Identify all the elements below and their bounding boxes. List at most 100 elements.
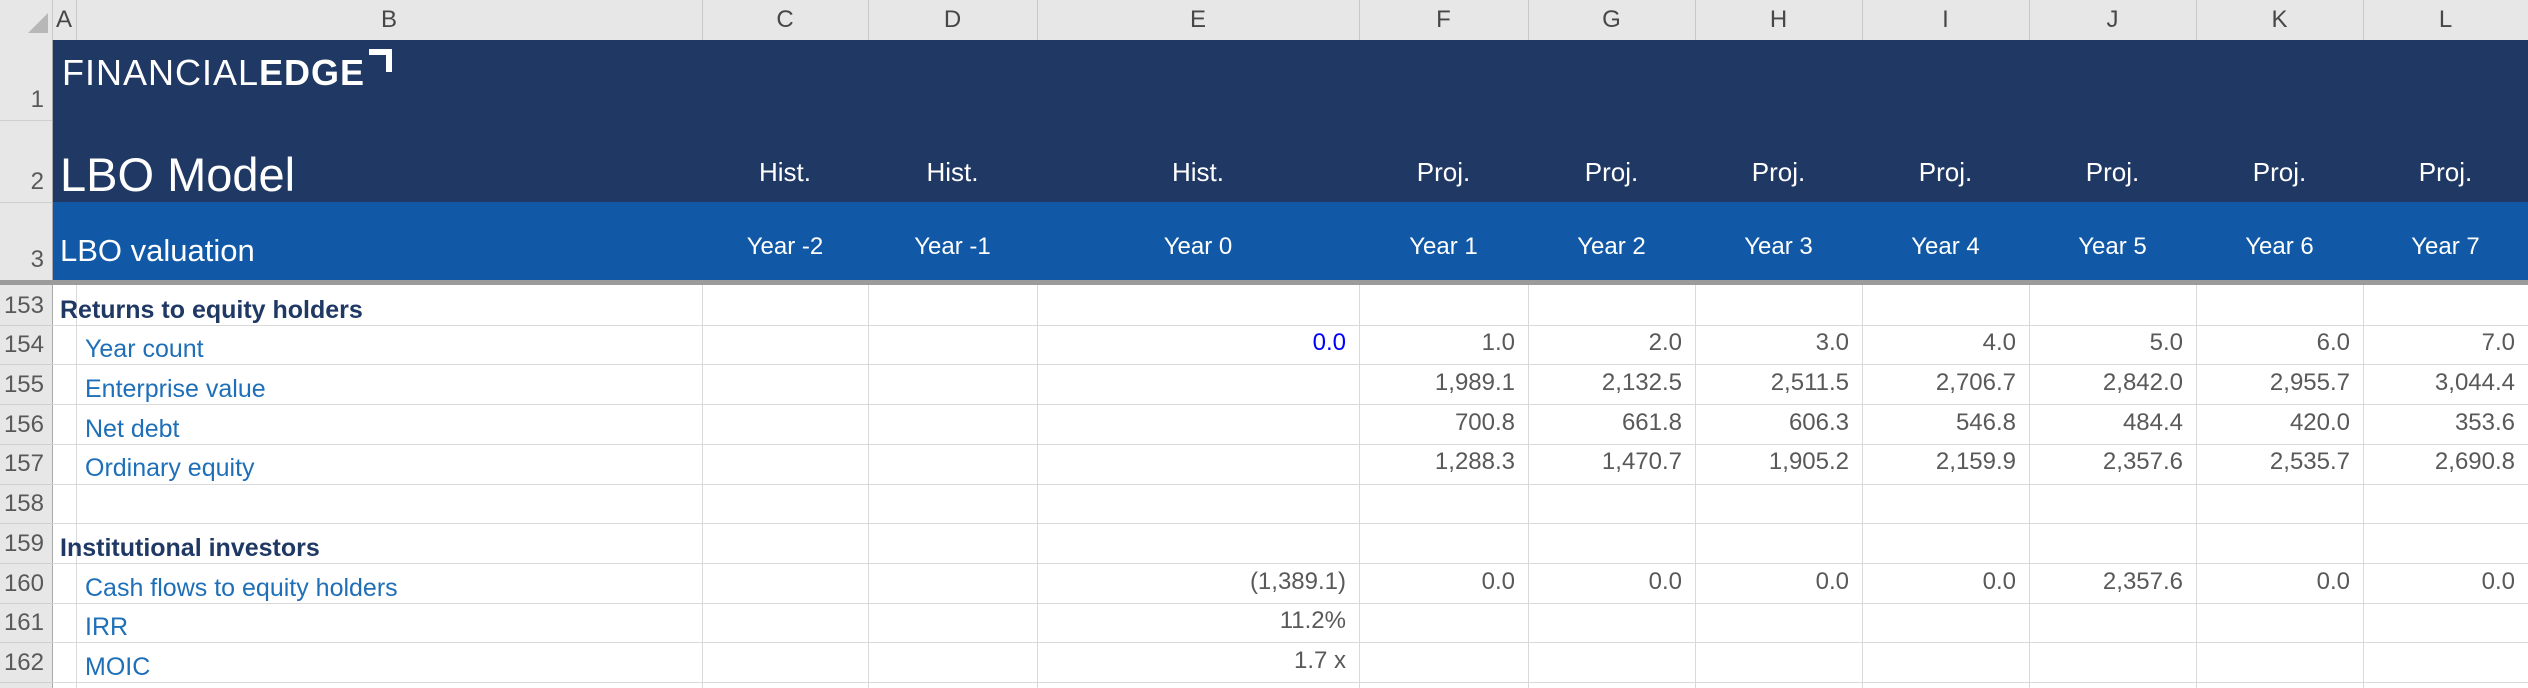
row-label-157[interactable]: Ordinary equity (85, 444, 255, 491)
period-type-I[interactable]: Proj. (1862, 120, 2029, 202)
cell-J155[interactable]: 2,842.0 (2029, 364, 2196, 404)
column-header-B[interactable]: B (76, 0, 702, 40)
period-year-G[interactable]: Year 2 (1528, 202, 1695, 280)
row-number-153[interactable]: 153 (0, 285, 50, 325)
cell-K157[interactable]: 2,535.7 (2196, 444, 2363, 484)
period-year-I[interactable]: Year 4 (1862, 202, 2029, 280)
cell-E161[interactable]: 11.2% (1037, 603, 1359, 643)
cell-I155[interactable]: 2,706.7 (1862, 364, 2029, 404)
cell-K155[interactable]: 2,955.7 (2196, 364, 2363, 404)
cell-J156[interactable]: 484.4 (2029, 404, 2196, 444)
column-header-separator (868, 0, 869, 40)
gridline-v (702, 285, 703, 688)
period-type-K[interactable]: Proj. (2196, 120, 2363, 202)
logo-text-thin: FINANCIAL (62, 52, 259, 94)
select-all-corner[interactable] (28, 13, 48, 33)
row-label-160[interactable]: Cash flows to equity holders (85, 563, 398, 610)
period-year-H[interactable]: Year 3 (1695, 202, 1862, 280)
row-label-162[interactable]: MOIC (85, 642, 150, 688)
row-number-154[interactable]: 154 (0, 325, 50, 365)
model-title-cell[interactable]: LBO Model (60, 120, 295, 210)
cell-I157[interactable]: 2,159.9 (1862, 444, 2029, 484)
cell-G156[interactable]: 661.8 (1528, 404, 1695, 444)
cell-F155[interactable]: 1,989.1 (1359, 364, 1528, 404)
period-year-J[interactable]: Year 5 (2029, 202, 2196, 280)
period-type-H[interactable]: Proj. (1695, 120, 1862, 202)
cell-J154[interactable]: 5.0 (2029, 325, 2196, 365)
cell-K154[interactable]: 6.0 (2196, 325, 2363, 365)
cell-F160[interactable]: 0.0 (1359, 563, 1528, 603)
cell-J157[interactable]: 2,357.6 (2029, 444, 2196, 484)
row-number-160[interactable]: 160 (0, 563, 50, 603)
cell-E154[interactable]: 0.0 (1037, 325, 1359, 365)
cell-K156[interactable]: 420.0 (2196, 404, 2363, 444)
column-header-J[interactable]: J (2029, 0, 2196, 40)
cell-H157[interactable]: 1,905.2 (1695, 444, 1862, 484)
period-year-E[interactable]: Year 0 (1037, 202, 1359, 280)
period-year-L[interactable]: Year 7 (2363, 202, 2528, 280)
period-year-D[interactable]: Year -1 (868, 202, 1037, 280)
period-type-F[interactable]: Proj. (1359, 120, 1528, 202)
column-header-A[interactable]: A (52, 0, 76, 40)
cell-F154[interactable]: 1.0 (1359, 325, 1528, 365)
cell-F156[interactable]: 700.8 (1359, 404, 1528, 444)
row-number-157[interactable]: 157 (0, 444, 50, 484)
cell-H156[interactable]: 606.3 (1695, 404, 1862, 444)
cell-H160[interactable]: 0.0 (1695, 563, 1862, 603)
cell-F157[interactable]: 1,288.3 (1359, 444, 1528, 484)
cell-L157[interactable]: 2,690.8 (2363, 444, 2528, 484)
column-header-E[interactable]: E (1037, 0, 1359, 40)
column-header-F[interactable]: F (1359, 0, 1528, 40)
cell-I160[interactable]: 0.0 (1862, 563, 2029, 603)
column-header-I[interactable]: I (1862, 0, 2029, 40)
cell-I154[interactable]: 4.0 (1862, 325, 2029, 365)
column-header-H[interactable]: H (1695, 0, 1862, 40)
row-number-159[interactable]: 159 (0, 523, 50, 563)
column-header-K[interactable]: K (2196, 0, 2363, 40)
cell-K160[interactable]: 0.0 (2196, 563, 2363, 603)
period-year-F[interactable]: Year 1 (1359, 202, 1528, 280)
row-number-158[interactable]: 158 (0, 484, 50, 524)
cell-G160[interactable]: 0.0 (1528, 563, 1695, 603)
period-type-E[interactable]: Hist. (1037, 120, 1359, 202)
row-number-3[interactable]: 3 (0, 202, 50, 280)
cell-G155[interactable]: 2,132.5 (1528, 364, 1695, 404)
gridline-v (76, 285, 77, 688)
row-number-1[interactable]: 1 (0, 40, 50, 120)
cell-J160[interactable]: 2,357.6 (2029, 563, 2196, 603)
row-number-2[interactable]: 2 (0, 120, 50, 202)
column-header-separator (1528, 0, 1529, 40)
cell-E160[interactable]: (1,389.1) (1037, 563, 1359, 603)
column-header-L[interactable]: L (2363, 0, 2528, 40)
sheet-title-cell[interactable]: LBO valuation (60, 202, 255, 290)
period-year-K[interactable]: Year 6 (2196, 202, 2363, 280)
cell-H154[interactable]: 3.0 (1695, 325, 1862, 365)
cell-L155[interactable]: 3,044.4 (2363, 364, 2528, 404)
period-type-C[interactable]: Hist. (702, 120, 868, 202)
period-type-D[interactable]: Hist. (868, 120, 1037, 202)
gridline-h (52, 484, 2528, 485)
cell-L156[interactable]: 353.6 (2363, 404, 2528, 444)
cell-H155[interactable]: 2,511.5 (1695, 364, 1862, 404)
period-year-C[interactable]: Year -2 (702, 202, 868, 280)
row-number-155[interactable]: 155 (0, 364, 50, 404)
cell-L160[interactable]: 0.0 (2363, 563, 2528, 603)
cell-G154[interactable]: 2.0 (1528, 325, 1695, 365)
cell-I156[interactable]: 546.8 (1862, 404, 2029, 444)
period-type-G[interactable]: Proj. (1528, 120, 1695, 202)
row-number-156[interactable]: 156 (0, 404, 50, 444)
column-header-G[interactable]: G (1528, 0, 1695, 40)
gutter-separator (0, 682, 52, 683)
row-number-161[interactable]: 161 (0, 603, 50, 643)
cell-L154[interactable]: 7.0 (2363, 325, 2528, 365)
column-header-D[interactable]: D (868, 0, 1037, 40)
financial-edge-logo: FINANCIALEDGE (62, 52, 393, 94)
column-header-C[interactable]: C (702, 0, 868, 40)
cell-E162[interactable]: 1.7 x (1037, 642, 1359, 682)
period-type-L[interactable]: Proj. (2363, 120, 2528, 202)
cell-G157[interactable]: 1,470.7 (1528, 444, 1695, 484)
column-header-separator (1037, 0, 1038, 40)
row-number-162[interactable]: 162 (0, 642, 50, 682)
period-type-J[interactable]: Proj. (2029, 120, 2196, 202)
gridline-h (52, 523, 2528, 524)
